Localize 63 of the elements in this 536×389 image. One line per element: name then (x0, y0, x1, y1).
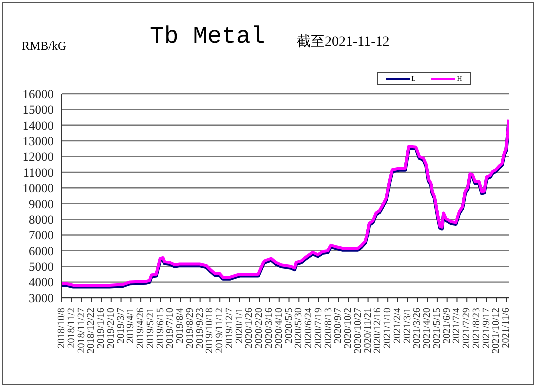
x-tick-label: 2020/9/7 (333, 308, 344, 344)
x-tick-label: 2020/6/24 (304, 308, 315, 349)
x-tick-label: 2020/4/10 (274, 308, 285, 349)
x-tick-label: 2020/8/13 (323, 308, 334, 349)
x-tick-label: 2021/7/29 (462, 308, 473, 349)
y-tick-label: 8000 (29, 212, 54, 227)
x-tick-label: 2018/11/27 (76, 308, 88, 354)
x-tick-label: 2021/4/20 (422, 308, 434, 349)
y-tick-label: 14000 (22, 118, 54, 133)
x-tick-label: 2020/1/1 (234, 308, 246, 344)
chart-subtitle: 截至2021-11-12 (297, 34, 390, 51)
y-tick-label: 12000 (22, 150, 54, 164)
x-tick-label: 2019/9/23 (194, 308, 206, 349)
x-tick-label: 2021/1/10 (382, 308, 394, 349)
x-tick-label: 2018/11/2 (66, 308, 78, 348)
x-tick-label: 2019/6/15 (155, 308, 166, 349)
x-tick-label: 2020/5/30 (294, 308, 305, 349)
x-tick-label: 2019/3/7 (116, 308, 127, 344)
x-tick-label: 2021/11/6 (501, 308, 512, 348)
x-tick-label: 2019/4/1 (126, 308, 137, 344)
x-tick-label: 2021/9/17 (481, 308, 492, 349)
x-tick-label: 2021/3/1 (402, 308, 414, 344)
y-tick-label: 4000 (29, 276, 54, 290)
x-tick-label: 2021/6/9 (442, 308, 453, 344)
y-tick-label: 13000 (22, 134, 54, 149)
x-tick-label: 2021/7/4 (452, 308, 463, 344)
y-tick-label: 9000 (29, 197, 54, 212)
x-tick-label: 2019/11/12 (214, 308, 226, 354)
x-tick-label: 2021/8/23 (471, 308, 482, 349)
x-tick-label: 2019/2/10 (106, 308, 117, 349)
x-tick-label: 2019/5/21 (145, 308, 156, 349)
x-tick-label: 2018/10/8 (56, 308, 68, 349)
x-tick-label: 2021/3/26 (412, 308, 424, 349)
y-tick-label: 6000 (29, 244, 54, 258)
chart-title: Tb Metal (150, 24, 266, 51)
x-tick-label: 2020/1/26 (244, 308, 256, 349)
x-tick-label: 2019/4/26 (136, 308, 147, 349)
x-tick-label: 2019/12/7 (224, 308, 236, 349)
x-tick-label: 2019/7/10 (165, 308, 176, 349)
x-tick-label: 2019/8/4 (175, 308, 186, 344)
x-tick-label: 2020/10/2 (343, 308, 354, 349)
x-tick-label: 2021/2/4 (392, 308, 404, 344)
x-tick-label: 2020/12/16 (372, 308, 384, 354)
x-tick-label: 2020/7/19 (313, 308, 324, 349)
x-tick-label: 2019/1/16 (96, 308, 108, 349)
y-tick-label: 11000 (23, 166, 54, 180)
x-tick-label: 2018/12/22 (86, 308, 98, 354)
y-tick-label: 10000 (22, 182, 54, 196)
x-tick-label: 2019/8/29 (184, 308, 196, 349)
y-tick-label: 15000 (22, 103, 54, 118)
x-tick-label: 2020/2/20 (254, 308, 266, 349)
x-tick-label: 2020/10/27 (352, 308, 364, 354)
y-tick-label: 3000 (29, 291, 54, 306)
x-tick-label: 2020/5/5 (284, 308, 295, 344)
y-axis-title: RMB/kG (22, 39, 67, 54)
y-tick-label: 5000 (29, 260, 54, 274)
x-tick-label: 2019/10/18 (204, 308, 216, 354)
y-tick-label: 7000 (29, 228, 54, 243)
y-tick-label: 16000 (22, 87, 54, 102)
x-tick-label: 2020/3/16 (264, 308, 275, 349)
x-tick-label: 2021/5/15 (432, 308, 443, 349)
x-tick-label: 2020/11/21 (362, 308, 374, 354)
x-tick-label: 2021/10/12 (491, 308, 502, 354)
